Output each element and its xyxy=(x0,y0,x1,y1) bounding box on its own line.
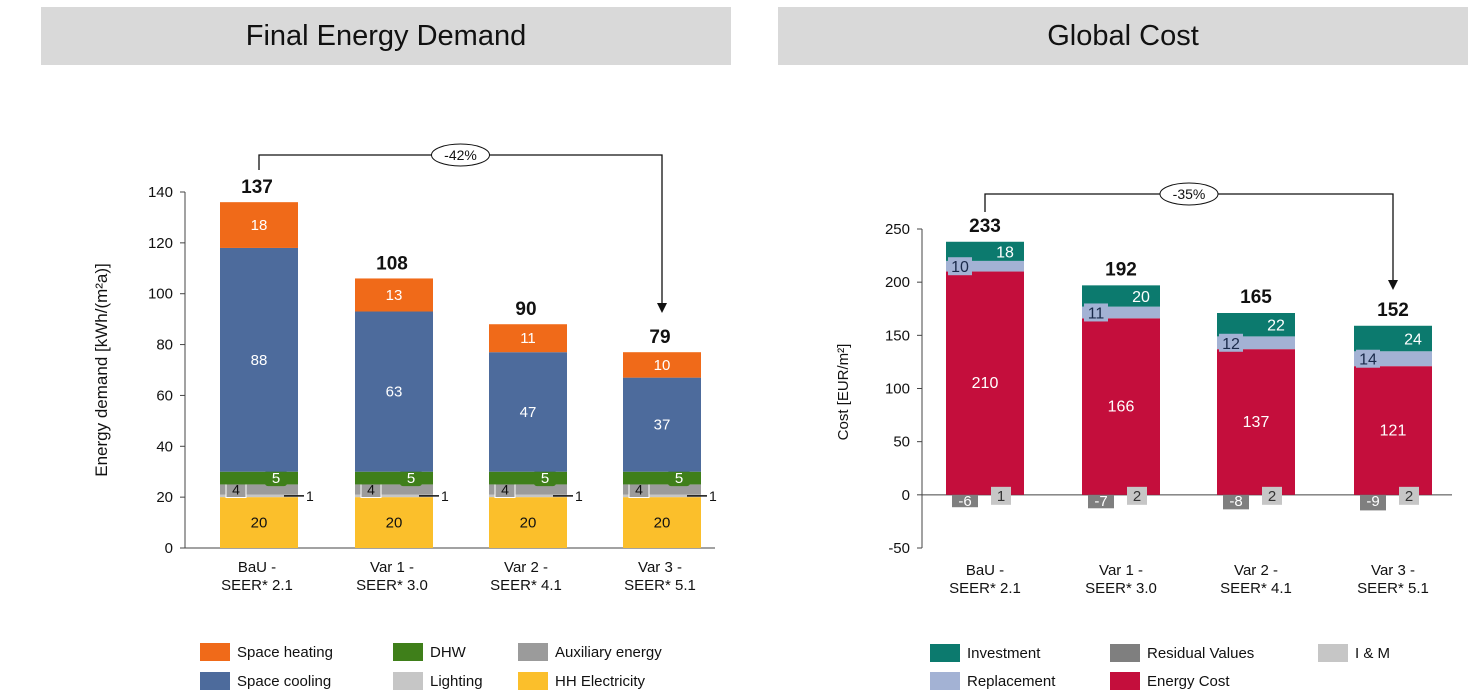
cost-legend-label: Replacement xyxy=(967,673,1056,690)
cost-total-label: 233 xyxy=(969,216,1001,237)
cost-data-label: 12 xyxy=(1222,336,1240,353)
cost-legend-label: Investment xyxy=(967,645,1041,662)
cost-data-label: 22 xyxy=(1267,318,1285,335)
cost-data-label: -7 xyxy=(1094,493,1107,510)
cost-data-label: 24 xyxy=(1404,332,1422,349)
cost-total-label: 152 xyxy=(1377,300,1409,321)
cost-y-tick-label: -50 xyxy=(888,540,910,557)
cost-x-tick-label: SEER* 2.1 xyxy=(949,580,1021,597)
cost-data-label: 2 xyxy=(1405,488,1413,505)
cost-data-label: 10 xyxy=(951,259,969,276)
cost-data-label: 2 xyxy=(1133,488,1141,505)
cost-data-label: 14 xyxy=(1359,352,1377,369)
cost-y-tick-label: 50 xyxy=(893,434,910,451)
cost-arrow-head xyxy=(1388,280,1398,290)
cost-y-axis-label: Cost [EUR/m²] xyxy=(835,344,852,441)
cost-legend-swatch xyxy=(1110,644,1140,662)
cost-data-label: 20 xyxy=(1132,289,1150,306)
cost-change-arrow xyxy=(985,194,1393,281)
cost-legend-swatch xyxy=(930,644,960,662)
cost-data-label: 137 xyxy=(1243,414,1270,431)
cost-data-label: 121 xyxy=(1380,423,1407,440)
cost-data-label: 18 xyxy=(996,244,1014,261)
cost-total-label: 192 xyxy=(1105,259,1137,280)
cost-data-label: 1 xyxy=(997,488,1005,505)
cost-legend-label: Energy Cost xyxy=(1147,673,1230,690)
cost-x-tick-label: BaU - xyxy=(966,562,1004,579)
cost-legend-label: Residual Values xyxy=(1147,645,1254,662)
cost-data-label: 2 xyxy=(1268,488,1276,505)
cost-data-label: 210 xyxy=(972,375,999,392)
cost-legend-swatch xyxy=(1318,644,1348,662)
cost-x-tick-label: SEER* 5.1 xyxy=(1357,580,1429,597)
cost-y-tick-label: 200 xyxy=(885,274,910,291)
cost-y-tick-label: 150 xyxy=(885,327,910,344)
cost-data-label: 11 xyxy=(1088,305,1105,322)
cost-x-tick-label: Var 3 - xyxy=(1371,562,1415,579)
cost-x-tick-label: SEER* 4.1 xyxy=(1220,580,1292,597)
cost-y-tick-label: 100 xyxy=(885,381,910,398)
cost-data-label: -9 xyxy=(1366,493,1379,510)
cost-y-tick-label: 0 xyxy=(902,487,910,504)
cost-data-label: -6 xyxy=(958,493,971,510)
cost-legend-swatch xyxy=(930,672,960,690)
cost-legend-swatch xyxy=(1110,672,1140,690)
cost-change-label: -35% xyxy=(1173,186,1206,202)
cost-x-tick-label: Var 1 - xyxy=(1099,562,1143,579)
cost-x-tick-label: SEER* 3.0 xyxy=(1085,580,1157,597)
cost-legend-label: I & M xyxy=(1355,645,1390,662)
cost-y-tick-label: 250 xyxy=(885,221,910,238)
cost-total-label: 165 xyxy=(1240,287,1272,308)
cost-data-label: -8 xyxy=(1229,493,1242,510)
cost-data-label: 166 xyxy=(1108,399,1135,416)
cost-x-tick-label: Var 2 - xyxy=(1234,562,1278,579)
